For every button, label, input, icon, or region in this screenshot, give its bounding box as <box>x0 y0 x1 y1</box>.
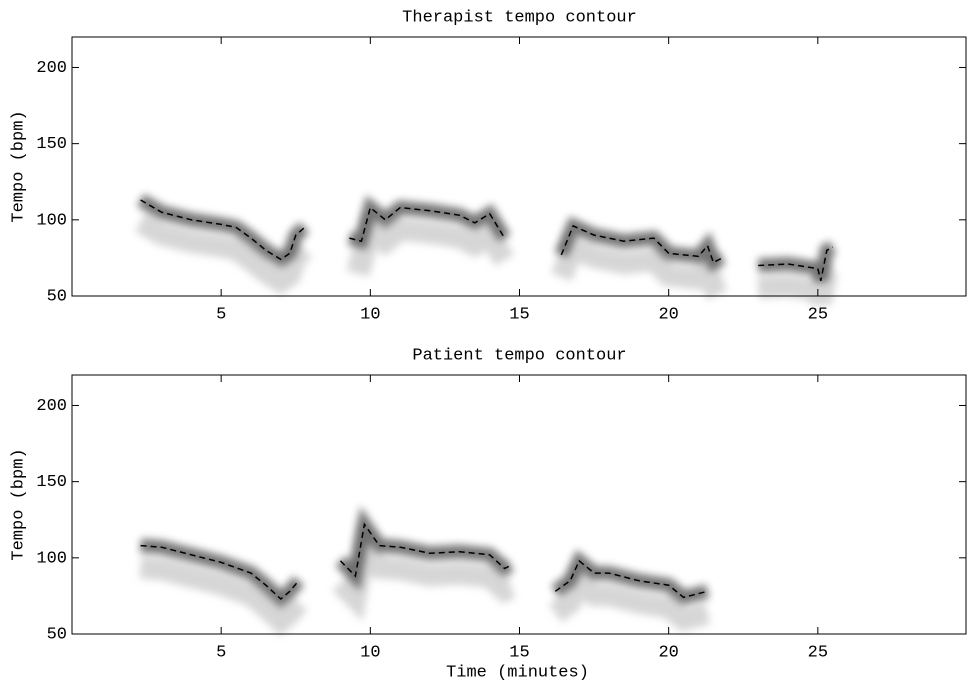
y-tick-label: 200 <box>36 397 67 416</box>
chart-title: Patient tempo contour <box>412 346 626 365</box>
contour-line <box>140 522 708 601</box>
x-tick-label: 5 <box>216 305 226 324</box>
x-tick-label: 15 <box>509 305 529 324</box>
y-tick-label: 50 <box>47 287 67 306</box>
tempogram-band <box>135 210 838 306</box>
x-tick-label: 10 <box>360 305 380 324</box>
y-axis-label: Tempo (bpm) <box>9 448 28 560</box>
y-tick-label: 100 <box>36 211 67 230</box>
x-tick-label: 5 <box>216 643 226 662</box>
y-tick-label: 100 <box>36 549 67 568</box>
x-tick-label: 20 <box>658 643 678 662</box>
contour-line <box>140 199 834 281</box>
y-tick-label: 150 <box>36 473 67 492</box>
x-tick-label: 20 <box>658 305 678 324</box>
y-tick-label: 50 <box>47 625 67 644</box>
y-tick-label: 200 <box>36 59 67 78</box>
x-tick-label: 15 <box>509 643 529 662</box>
x-tick-label: 25 <box>808 643 828 662</box>
x-axis-label: Time (minutes) <box>446 663 589 682</box>
x-tick-label: 25 <box>808 305 828 324</box>
chart-title: Therapist tempo contour <box>402 8 637 27</box>
x-tick-label: 10 <box>360 643 380 662</box>
plot-frame <box>71 374 967 635</box>
y-tick-label: 150 <box>36 135 67 154</box>
y-axis-label: Tempo (bpm) <box>9 110 28 222</box>
